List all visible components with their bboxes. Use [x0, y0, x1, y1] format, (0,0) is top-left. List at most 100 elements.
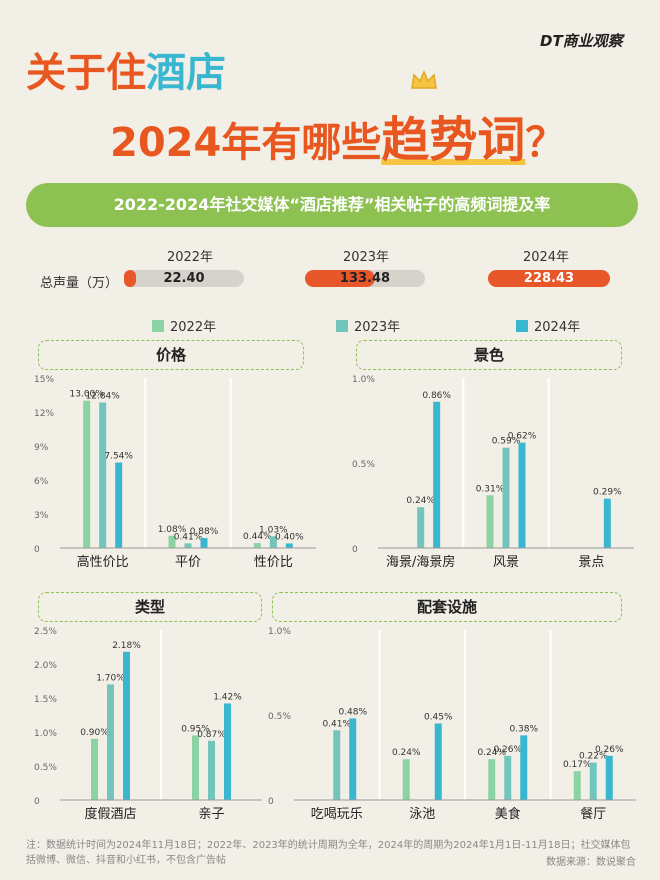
data-label: 1.08%: [158, 525, 187, 535]
volume-year: 2024年: [522, 250, 570, 265]
y-tick-label: 2.0%: [34, 661, 57, 671]
data-label: 0.26%: [595, 745, 624, 755]
data-label: 12.84%: [86, 391, 121, 401]
bar: [107, 684, 114, 800]
data-label: 0.38%: [509, 724, 538, 734]
bar: [434, 723, 442, 800]
bar: [200, 538, 208, 548]
y-tick-label: 0.5%: [352, 460, 375, 470]
bar: [253, 543, 261, 548]
data-label: 0.24%: [406, 496, 435, 506]
bar: [603, 498, 611, 548]
legend-item-2022: 2022年: [152, 316, 216, 335]
data-label: 0.24%: [477, 748, 506, 758]
data-label: 0.88%: [190, 527, 219, 537]
bar: [520, 735, 528, 800]
title-part: 关于住: [26, 50, 146, 96]
data-label: 1.03%: [259, 525, 288, 535]
category-label: 亲子: [198, 807, 224, 822]
chart-facilities: 0 0.5% 1.0% 0.41% 0.48% 吃喝玩乐 0.24% 0.45% 泳池 0.24%…: [268, 627, 636, 822]
legend-item-2023: 2023年: [336, 316, 400, 335]
category-label: 餐厅: [580, 806, 606, 822]
data-label: 0.59%: [492, 437, 521, 447]
bar: [402, 759, 410, 800]
data-label: 0.40%: [275, 532, 304, 542]
data-label: 1.42%: [213, 692, 242, 702]
footnote: 注：数据统计时间为2024年11月18日；2022年、2023年的统计周期为全年…: [26, 840, 631, 866]
data-label: 0.31%: [476, 484, 505, 494]
y-tick-label: 1.0%: [352, 375, 375, 385]
legend-label: 2024年: [534, 320, 581, 335]
volume-bar-fill: [305, 270, 376, 287]
volume-value: 22.40: [163, 271, 205, 286]
legend-swatch: [152, 319, 164, 332]
chart-title-price: 价格: [38, 340, 304, 370]
bar: [573, 771, 581, 800]
bar: [184, 543, 192, 548]
bar: [486, 495, 494, 548]
data-label: 0.29%: [593, 488, 622, 498]
y-tick-label: 1.0%: [34, 729, 57, 739]
y-tick-label: 6%: [34, 477, 49, 487]
bar: [123, 651, 130, 800]
category-label: 海景/海景房: [386, 554, 455, 570]
y-tick-label: 0: [34, 545, 40, 555]
volume-bar-fill: [124, 270, 136, 287]
title-highlight: 酒店: [146, 50, 226, 96]
bar: [285, 543, 293, 548]
bar: [99, 402, 107, 548]
brand-logo: DT商业观察: [540, 32, 623, 50]
chart-title-type: 类型: [38, 592, 262, 622]
volume-value: 228.43: [523, 271, 575, 286]
title-mark: ？: [525, 120, 566, 166]
bar: [417, 507, 425, 548]
volume-bar-fill: [488, 270, 610, 287]
data-label: 0.90%: [80, 728, 109, 738]
y-tick-label: 3%: [34, 511, 49, 521]
category-label: 平价: [175, 555, 201, 570]
bar: [518, 442, 526, 548]
data-label: 0.62%: [508, 432, 537, 442]
data-label: 0.87%: [197, 730, 226, 740]
data-label: 0.26%: [493, 745, 522, 755]
chart-scenery: 0 0.5% 1.0% 0.24% 0.86% 海景/海景房 0.31% 0.59%0.62%…: [352, 375, 634, 570]
y-tick-label: 1.0%: [268, 627, 291, 637]
data-label: 0.86%: [422, 391, 451, 401]
category-label: 性价比: [254, 555, 293, 570]
volume-bar-track: 228.43: [488, 270, 610, 287]
category-label: 景点: [578, 555, 604, 570]
data-label: 0.17%: [563, 760, 592, 770]
bar: [192, 735, 199, 800]
chart-price: 03%6%9%12%15%13.00%12.84%7.54%高性价比1.08%0…: [34, 375, 316, 570]
bar: [349, 718, 357, 800]
volume-bar-track: 133.48: [305, 270, 425, 287]
bar: [269, 536, 277, 548]
data-label: 7.54%: [104, 452, 133, 462]
bar: [168, 535, 176, 548]
chart-title-facilities: 配套设施: [272, 592, 622, 622]
volume-bar-track: 22.40: [124, 270, 244, 287]
legend-swatch: [516, 319, 528, 332]
data-source: 数据来源：数说聚合: [546, 857, 636, 868]
crown-icon: [411, 70, 437, 89]
data-label: 0.41%: [322, 719, 351, 729]
category-label: 美食: [495, 806, 521, 822]
title-part: 2024年有哪些: [110, 120, 382, 166]
bar: [433, 401, 441, 548]
data-label: 0.48%: [338, 707, 367, 717]
volume-year: 2023年: [342, 250, 390, 265]
bar: [91, 738, 98, 800]
bar: [83, 400, 91, 548]
y-tick-label: 0: [352, 545, 358, 555]
y-tick-label: 2.5%: [34, 627, 57, 637]
volume-value: 133.48: [339, 271, 391, 286]
legend-label: 2022年: [170, 320, 217, 335]
category-label: 度假酒店: [84, 806, 136, 822]
bar: [589, 762, 597, 800]
y-tick-label: 0: [268, 797, 274, 807]
data-label: 0.41%: [174, 532, 203, 542]
data-label: 0.24%: [392, 748, 421, 758]
data-label: 0.95%: [181, 724, 210, 734]
category-label: 风景: [493, 555, 519, 570]
legend-label: 2023年: [354, 320, 401, 335]
